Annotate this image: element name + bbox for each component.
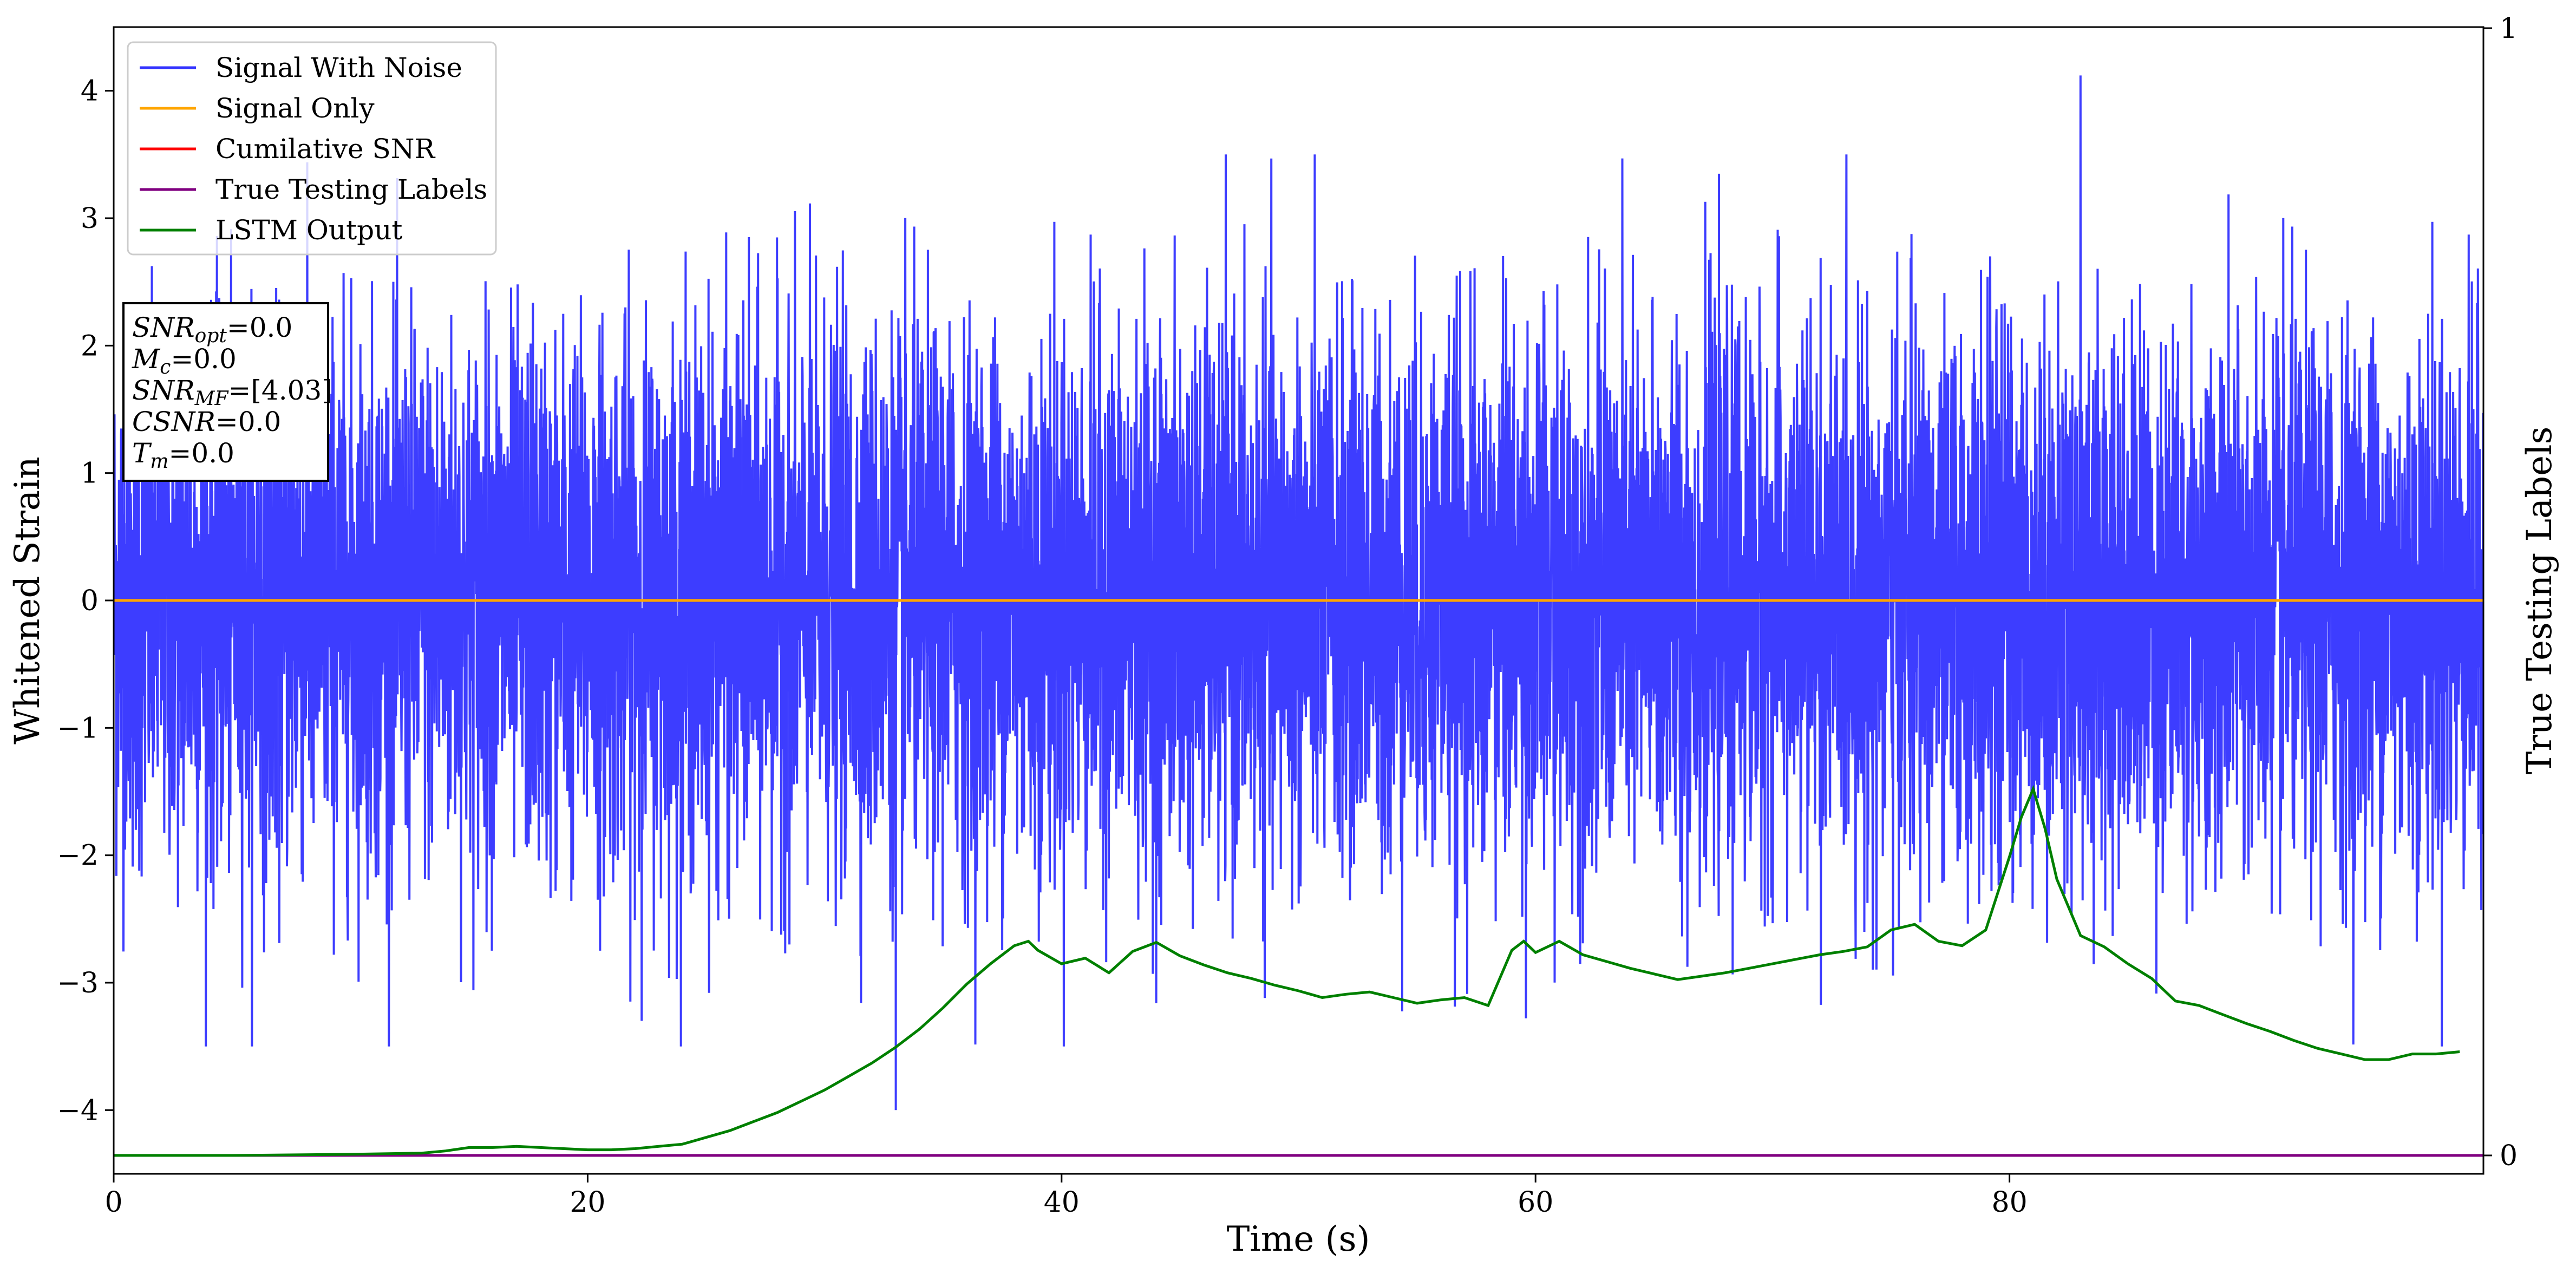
y-tick-label: 4 [81, 75, 99, 108]
x-tick-label: 0 [104, 1186, 122, 1219]
y-right-tick-label: 1 [2500, 12, 2518, 45]
x-axis-title: Time (s) [1227, 1219, 1370, 1259]
y-axis-right-title: True Testing Labels [2520, 427, 2560, 775]
info-symbol: SNR [132, 375, 195, 406]
info-box: SNRopt=0.0Mc=0.0SNRMF=[4.03]CSNR=0.0Tm=0… [122, 302, 332, 482]
info-subscript: MF [194, 388, 230, 410]
x-tick-label: 60 [1518, 1186, 1553, 1219]
series-lines [114, 599, 2483, 1157]
info-value: =[4.03] [228, 375, 332, 406]
info-symbol: T [132, 437, 152, 469]
x-tick-label: 20 [570, 1186, 605, 1219]
legend-label: True Testing Labels [215, 174, 487, 205]
signal-with-noise-line [114, 75, 2483, 1110]
legend-frame [127, 41, 497, 256]
x-tick-label: 80 [1992, 1186, 2028, 1219]
info-box-frame [122, 302, 329, 482]
y-right-tick-label: 0 [2500, 1140, 2518, 1172]
y-tick-label: −2 [57, 840, 99, 872]
y-tick-label: −3 [57, 967, 99, 999]
x-axis: 0 20 40 60 80 [104, 1174, 2028, 1219]
y-axis-title: Whitened Strain [8, 456, 48, 744]
info-subscript: opt [195, 325, 227, 347]
info-symbol: CSNR [132, 406, 215, 437]
info-value: =0.0 [215, 406, 281, 437]
y-tick-label: −4 [57, 1094, 99, 1127]
info-symbol: SNR [132, 312, 195, 343]
legend: Signal With Noise Signal Only Cumilative S… [127, 41, 497, 256]
x-tick-label: 40 [1044, 1186, 1080, 1219]
y-tick-label: −1 [57, 712, 99, 744]
info-line: SNRopt=0.0 [132, 312, 292, 347]
info-value: =0.0 [227, 312, 292, 343]
legend-label: LSTM Output [215, 214, 402, 246]
y-tick-label: 1 [81, 458, 99, 490]
legend-label: Signal Only [215, 93, 375, 124]
info-line: SNRMF=[4.03] [132, 375, 332, 410]
info-subscript: m [150, 450, 168, 473]
series-signal-with-noise [114, 75, 2483, 1110]
y-tick-label: 3 [81, 202, 99, 235]
y-axis-right: 10 [2483, 12, 2518, 1172]
info-value: =0.0 [171, 343, 236, 375]
lstm-output-line [114, 785, 2460, 1157]
y-tick-label: 0 [81, 585, 99, 617]
info-line: Mc=0.0 [132, 343, 237, 378]
info-symbol: M [132, 343, 161, 375]
legend-label: Signal With Noise [215, 52, 462, 83]
legend-label: Cumilative SNR [215, 133, 435, 165]
info-line: Tm=0.0 [132, 437, 234, 473]
y-tick-label: 2 [81, 330, 99, 362]
y-axis-left: 4 3 2 1 0 −1 −2 −3 −4 [57, 75, 114, 1127]
info-subscript: c [160, 356, 171, 378]
info-line: CSNR=0.0 [132, 406, 281, 437]
info-value: =0.0 [169, 437, 234, 469]
